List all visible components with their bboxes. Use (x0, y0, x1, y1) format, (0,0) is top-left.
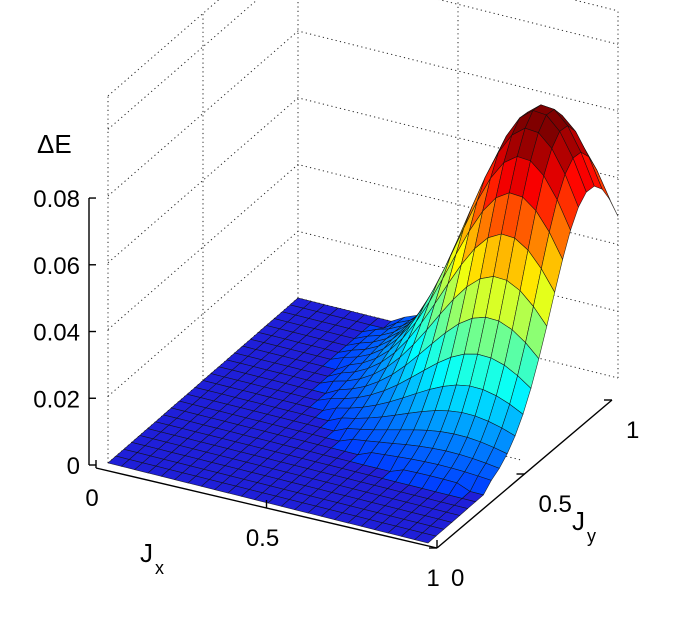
z-tick-label: 0.04 (33, 320, 80, 347)
z-axis-label: ΔE (37, 129, 72, 159)
x-tick-label: 1 (426, 565, 439, 592)
z-tick-label: 0.02 (33, 386, 80, 413)
z-tick-label: 0 (67, 453, 80, 480)
grid-line (572, 0, 619, 12)
surface-mesh (107, 104, 619, 544)
grid-line (107, 0, 619, 130)
y-tick-label: 0.5 (539, 491, 572, 518)
x-tick-label: 0 (85, 485, 98, 512)
grid-line (107, 30, 619, 197)
surface-facet (414, 532, 437, 544)
x-tick-label: 0.5 (246, 525, 279, 552)
z-tick-label: 0.08 (33, 186, 80, 213)
y-tick-label: 1 (626, 417, 639, 444)
y-tick-label: 0 (451, 565, 464, 592)
z-tick-label: 0.06 (33, 253, 80, 280)
